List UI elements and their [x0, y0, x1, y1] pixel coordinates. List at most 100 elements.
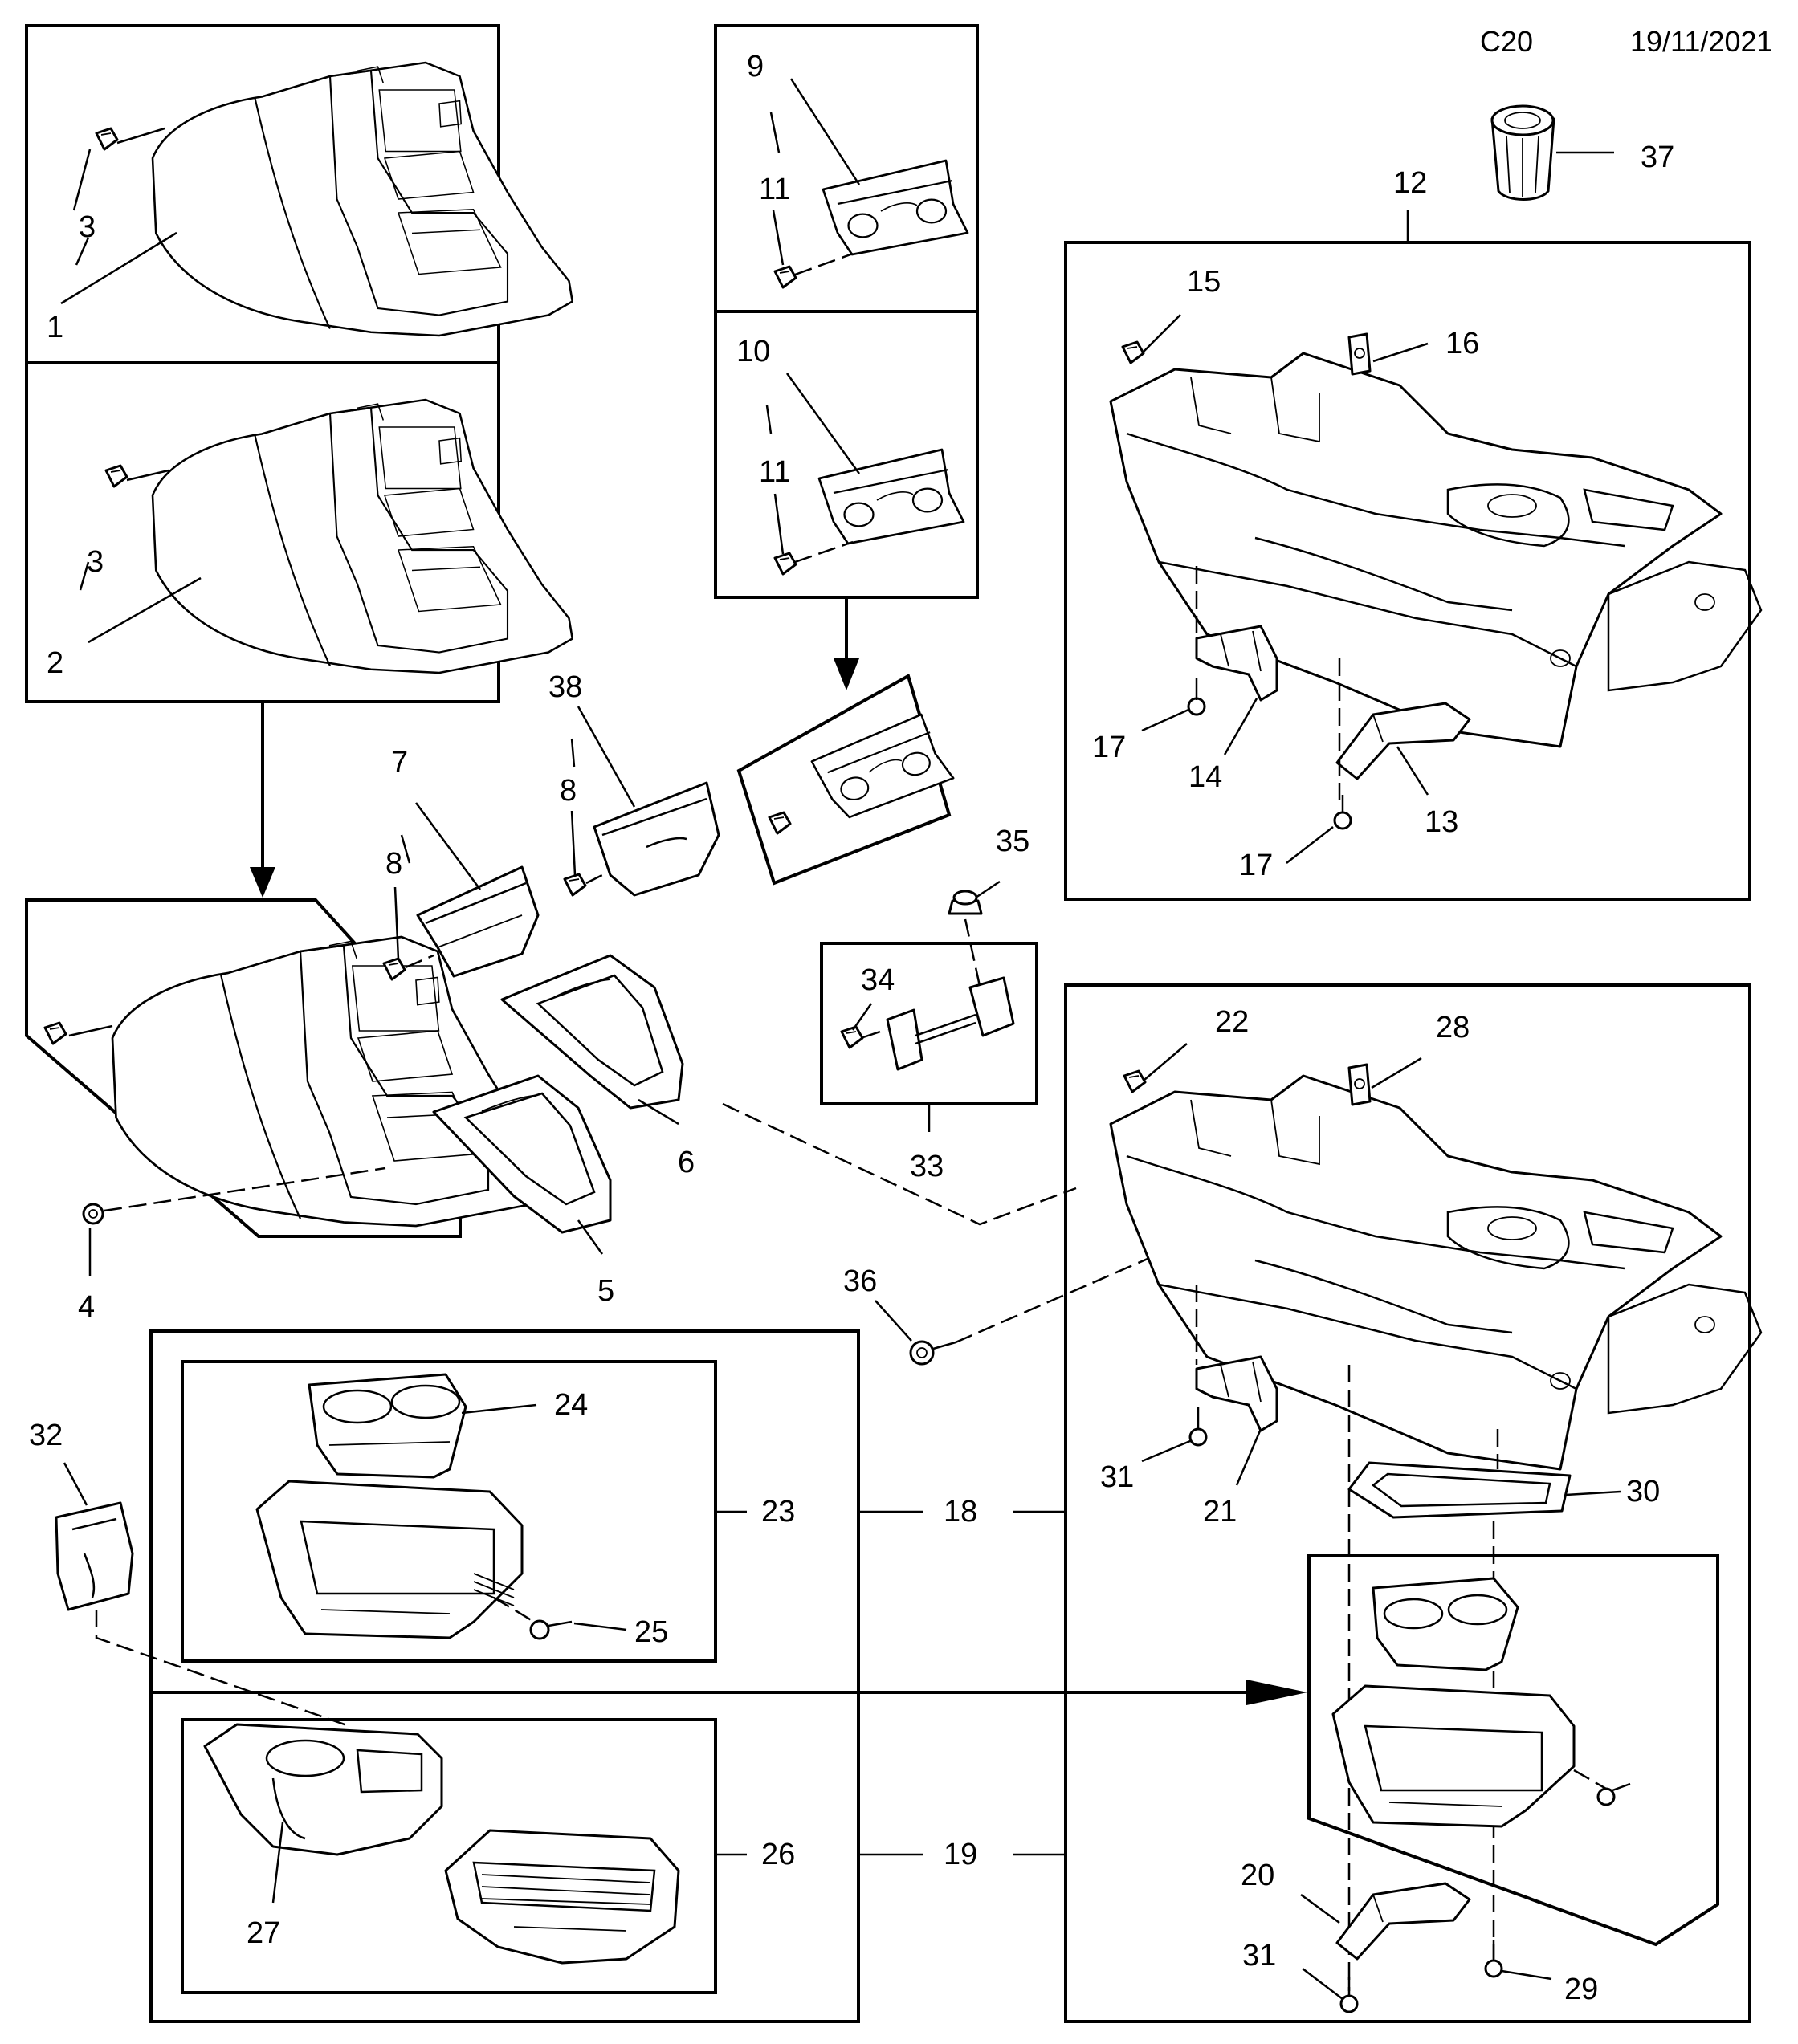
- callout-28: 28: [1436, 1011, 1470, 1044]
- nut-35: [948, 890, 983, 915]
- leader-38: [570, 706, 636, 808]
- leader-11-bottom: [773, 493, 785, 555]
- bracket-20: [1335, 1882, 1471, 1961]
- cupholder-housing-27: [203, 1723, 443, 1856]
- callout-33: 33: [910, 1150, 944, 1183]
- callout-25: 25: [634, 1615, 668, 1649]
- leader-16: [1372, 342, 1429, 363]
- callout-35: 35: [996, 825, 1029, 858]
- callout-3-top: 3: [79, 210, 96, 244]
- leader-3-top: [72, 127, 165, 211]
- bracket-13: [1335, 702, 1471, 780]
- clip-16: [1347, 332, 1372, 376]
- clip-34: [840, 1025, 864, 1049]
- leader-17-bottom: [1286, 826, 1334, 864]
- leader-13: [1396, 746, 1429, 796]
- callout-1: 1: [47, 311, 63, 344]
- callout-11-bottom: 11: [759, 455, 790, 489]
- screw-31-bottom: [1339, 1977, 1359, 2013]
- leader-10: [765, 373, 861, 474]
- leader-34-dash: [862, 1028, 888, 1039]
- leader-25: [573, 1622, 627, 1631]
- screw-31-top: [1188, 1407, 1208, 1447]
- screw-17-left: [1187, 678, 1206, 716]
- callout-12: 12: [1393, 166, 1427, 200]
- leader-20: [1300, 1893, 1340, 1924]
- screw-29: [1484, 1940, 1503, 1978]
- leader-2: [88, 576, 202, 644]
- callout-36: 36: [843, 1264, 877, 1298]
- clip-11-top: [773, 265, 797, 289]
- leader-11-bottom-dash: [794, 540, 854, 564]
- bezel-assembled: [805, 710, 958, 824]
- callout-31-top: 31: [1100, 1460, 1134, 1494]
- callout-16: 16: [1445, 327, 1479, 360]
- callout-14: 14: [1188, 760, 1222, 794]
- callout-20: 20: [1241, 1859, 1274, 1892]
- leader-9: [769, 78, 861, 185]
- screw-inset: [1596, 1782, 1631, 1806]
- screw-36: [909, 1340, 956, 1366]
- bracket-33: [886, 976, 1015, 1071]
- leader-8-left: [393, 886, 400, 960]
- box-console-lower: [1064, 983, 1751, 2023]
- callout-30: 30: [1626, 1475, 1660, 1509]
- callout-22: 22: [1215, 1005, 1249, 1039]
- leader-3-bottom: [79, 469, 169, 591]
- leader-24: [461, 1403, 537, 1415]
- leader-25-dash: [493, 1596, 535, 1623]
- bezel-9: [822, 159, 969, 256]
- screw-17-bottom: [1333, 795, 1352, 830]
- screw-4: [82, 1203, 104, 1225]
- leader-inset-screw-dash: [1573, 1769, 1607, 1790]
- callout-11-top: 11: [759, 173, 790, 206]
- cover-7: [416, 865, 540, 978]
- leader-8-left-dash: [405, 954, 434, 969]
- leader-31-top: [1141, 1439, 1191, 1463]
- leader-6: [638, 1098, 679, 1126]
- leader-34: [851, 1003, 873, 1031]
- console-trim-2: [151, 398, 574, 674]
- clip-assembled: [43, 1021, 67, 1045]
- clip-11-bottom: [773, 552, 797, 576]
- leader-29: [1501, 1969, 1552, 1981]
- callout-19: 19: [944, 1838, 977, 1871]
- leader-11-top: [772, 210, 785, 266]
- diagram-code: C20: [1480, 25, 1533, 58]
- leader-31-bottom: [1302, 1968, 1343, 2000]
- box-cupholder-inset: [1307, 1554, 1719, 1947]
- leader-17-left: [1141, 708, 1189, 732]
- leader-27: [271, 1822, 284, 1904]
- callout-5: 5: [597, 1274, 614, 1308]
- callout-32: 32: [29, 1419, 63, 1452]
- callout-7: 7: [391, 746, 408, 780]
- callout-34: 34: [861, 963, 895, 997]
- cupholder-inset: [1331, 1577, 1576, 1828]
- callout-8-left: 8: [385, 847, 402, 881]
- leader-36: [875, 1300, 912, 1342]
- leader-6-to-console: [722, 1102, 1077, 1226]
- callout-29: 29: [1564, 1973, 1598, 2006]
- clip-3-bottom: [104, 464, 128, 488]
- clip-15: [1121, 340, 1145, 364]
- leader-11-top-dash: [794, 252, 854, 276]
- gear-bezel-5: [432, 1074, 612, 1234]
- leader-4-dash: [104, 1167, 386, 1212]
- arrow-down-to-bezel: [834, 597, 859, 690]
- clip-8-right: [563, 873, 587, 897]
- callout-31-bottom: 31: [1242, 1939, 1276, 1973]
- callout-23: 23: [761, 1495, 795, 1529]
- leader-30: [1565, 1490, 1621, 1496]
- leader-15: [1141, 314, 1181, 354]
- console-trim-assembled: [111, 935, 558, 1228]
- leader-5: [577, 1219, 604, 1255]
- callout-18: 18: [944, 1495, 977, 1529]
- callout-4: 4: [78, 1290, 95, 1324]
- leader-clip-assembled: [68, 1024, 113, 1037]
- callout-15: 15: [1187, 265, 1221, 299]
- leader-35-dash: [964, 918, 981, 987]
- clip-3-top: [95, 127, 119, 151]
- leader-28: [1371, 1057, 1422, 1089]
- callout-21: 21: [1203, 1495, 1237, 1529]
